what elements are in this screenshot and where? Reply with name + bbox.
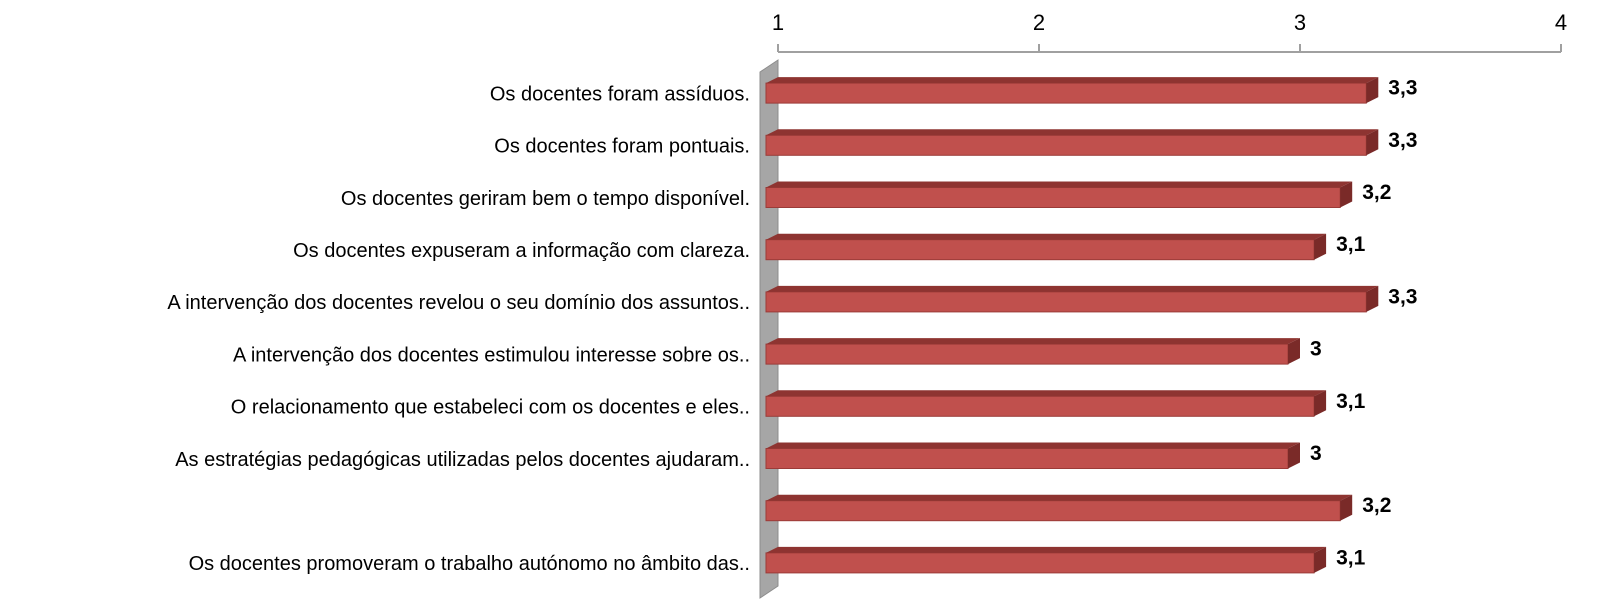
x-tick-label: 2 (1033, 10, 1045, 35)
bar (765, 187, 1341, 208)
y-tick-label: Os docentes geriram bem o tempo disponív… (341, 188, 750, 210)
bar-side (1340, 181, 1353, 208)
bar-side (1314, 233, 1327, 260)
bar (765, 448, 1289, 469)
value-label: 3,1 (1336, 546, 1366, 569)
bar-top (766, 233, 1327, 240)
value-label: 3,2 (1362, 494, 1391, 517)
bar-side (1314, 546, 1327, 573)
bar (765, 291, 1367, 313)
bar (765, 343, 1289, 365)
bar-top (766, 546, 1327, 553)
bar-side (1340, 494, 1353, 521)
bar-side (1366, 77, 1379, 104)
bar-side (1366, 129, 1379, 156)
bar (765, 134, 1367, 156)
y-tick-label: Os docentes foram pontuais. (494, 136, 750, 158)
y-tick-label: O relacionamento que estabeleci com os d… (231, 397, 750, 419)
value-label: 3 (1310, 442, 1322, 465)
bar-side (1314, 390, 1327, 417)
value-label: 3,3 (1388, 285, 1417, 308)
value-label: 3,1 (1336, 390, 1366, 413)
bar-side (1366, 285, 1379, 312)
bar (765, 239, 1315, 261)
bar (765, 82, 1367, 104)
bar-top (766, 285, 1379, 292)
value-label: 3,3 (1388, 129, 1417, 152)
bar-side (1288, 442, 1300, 469)
y-tick-label: Os docentes expuseram a informação com c… (293, 240, 750, 262)
bar-top (766, 77, 1379, 84)
bar-top (766, 494, 1353, 501)
value-label: 3 (1310, 338, 1322, 361)
bar (765, 395, 1315, 417)
x-tick-label: 3 (1294, 10, 1306, 35)
bar-top (766, 442, 1300, 449)
value-label: 3,2 (1362, 181, 1391, 204)
y-tick-label: A intervenção dos docentes estimulou int… (233, 344, 750, 366)
x-tick-label: 4 (1555, 10, 1567, 35)
bar (765, 552, 1315, 574)
x-tick-label: 1 (772, 10, 784, 35)
y-tick-label: Os docentes promoveram o trabalho autóno… (189, 553, 750, 575)
y-tick-label: Os docentes foram assíduos. (490, 83, 750, 105)
bar-top (766, 129, 1379, 136)
bar-top (766, 338, 1300, 345)
value-label: 3,3 (1388, 77, 1417, 100)
bar-side (1288, 338, 1300, 365)
y-tick-label: As estratégias pedagógicas utilizadas pe… (175, 449, 750, 471)
value-label: 3,1 (1336, 233, 1366, 256)
bar-top (766, 390, 1327, 397)
y-tick-label: A intervenção dos docentes revelou o seu… (167, 292, 750, 314)
bar-top (766, 181, 1353, 188)
bar (765, 500, 1341, 522)
